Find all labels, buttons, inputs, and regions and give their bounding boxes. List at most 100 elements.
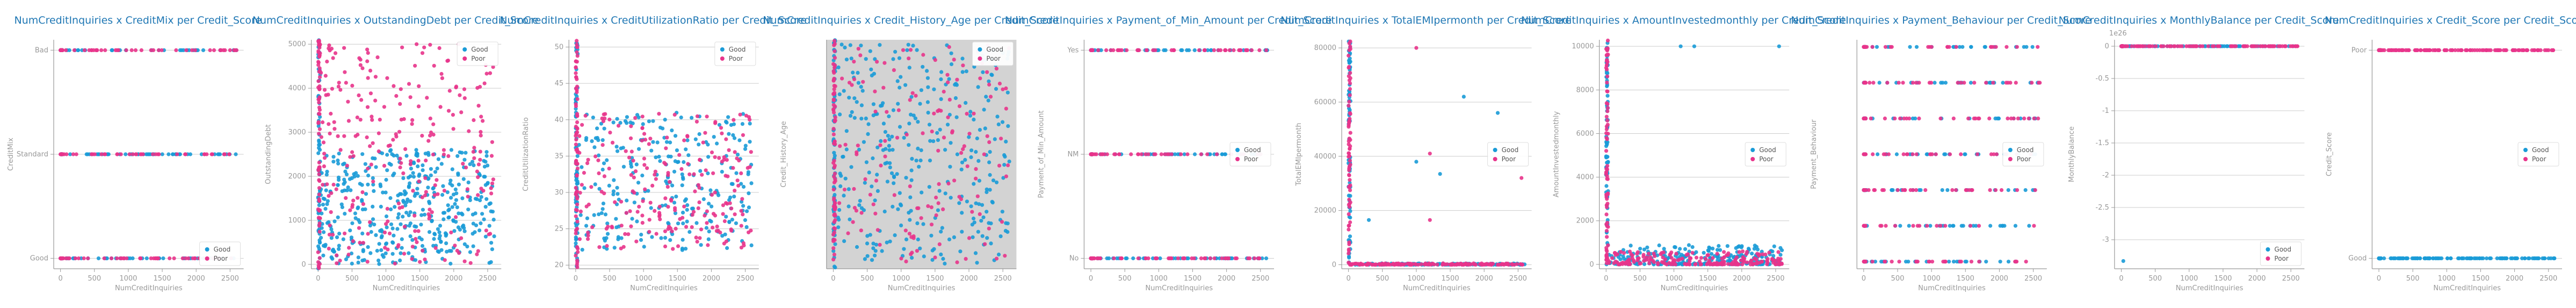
scatter-point-poor <box>1171 48 1176 52</box>
scatter-point-good <box>341 237 345 241</box>
scatter-point-good <box>349 235 354 240</box>
scatter-point-poor <box>74 152 78 156</box>
scatter-point-poor <box>684 225 689 229</box>
scatter-point-poor <box>1902 188 1907 192</box>
scatter-point-good <box>859 117 864 121</box>
legend-marker-good <box>1235 148 1240 152</box>
scatter-point-poor <box>1125 48 1129 52</box>
scatter-point-poor <box>1882 152 1886 156</box>
scatter-point-good <box>393 205 397 209</box>
scatter-point-poor <box>357 93 361 97</box>
scatter-point-poor <box>402 225 407 229</box>
scatter-point-poor <box>1715 252 1719 256</box>
scatter-point-poor <box>724 137 728 141</box>
x-tick-label: 0 <box>316 275 320 283</box>
scatter-point-good <box>444 232 448 237</box>
y-axis-label: Credit_Score <box>2325 132 2333 176</box>
scatter-point-poor <box>1779 261 1784 266</box>
scatter-point-poor <box>2130 44 2134 48</box>
scatter-point-poor <box>385 76 389 80</box>
scatter-point-poor <box>619 246 623 250</box>
scatter-point-poor <box>316 260 321 264</box>
scatter-point-poor <box>317 105 322 110</box>
scatter-point-poor <box>686 162 690 166</box>
scatter-point-poor <box>1605 102 1610 106</box>
y-tick-label: -0.5 <box>2095 75 2109 83</box>
scatter-point-poor <box>982 152 986 156</box>
scatter-point-poor <box>642 132 647 136</box>
scatter-point-poor <box>947 97 952 102</box>
scatter-point-poor <box>831 107 836 111</box>
scatter-point-poor <box>361 241 365 245</box>
scatter-point-good <box>1678 247 1682 251</box>
scatter-point-good <box>445 190 450 195</box>
scatter-point-poor <box>1731 260 1735 264</box>
scatter-point-poor <box>1890 260 1894 264</box>
scatter-point-poor <box>462 259 467 263</box>
scatter-point-poor <box>679 167 684 171</box>
scatter-point-good <box>981 215 986 219</box>
scatter-point-poor <box>733 150 737 154</box>
scatter-point-poor <box>453 243 457 248</box>
scatter-point-poor <box>398 165 402 170</box>
scatter-point-poor <box>674 226 678 231</box>
scatter-point-good <box>1960 45 1965 49</box>
scatter-point-good <box>672 200 677 205</box>
scatter-point-good <box>491 218 496 222</box>
scatter-point-good <box>682 160 686 164</box>
scatter-point-good <box>580 165 584 169</box>
scatter-point-poor <box>454 84 459 89</box>
scatter-point-poor <box>852 187 856 191</box>
scatter-point-poor <box>399 117 403 122</box>
scatter-point-poor <box>1145 48 1149 52</box>
scatter-point-poor <box>1870 260 1875 264</box>
scatter-point-good <box>976 230 980 234</box>
scatter-point-good <box>1984 260 1988 264</box>
scatter-point-good <box>441 184 445 188</box>
scatter-point-poor <box>623 232 627 236</box>
scatter-point-good <box>395 227 400 231</box>
scatter-point-good <box>636 147 641 151</box>
scatter-point-poor <box>2198 44 2203 48</box>
scatter-point-good <box>1963 152 1967 156</box>
scatter-point-poor <box>73 256 77 261</box>
x-tick-label: 500 <box>1633 275 1647 283</box>
scatter-point-poor <box>1604 228 1609 233</box>
scatter-point-good <box>679 115 683 120</box>
scatter-point-poor <box>322 156 327 160</box>
scatter-point-poor <box>978 76 982 81</box>
scatter-point-good <box>160 152 164 156</box>
scatter-point-good <box>991 178 996 183</box>
scatter-point-good <box>898 125 902 129</box>
scatter-point-poor <box>1605 235 1609 239</box>
scatter-point-good <box>407 213 411 218</box>
y-offset-text: 1e26 <box>2109 30 2127 38</box>
scatter-point-good <box>729 182 734 186</box>
scatter-point-poor <box>1706 253 1710 257</box>
scatter-point-good <box>384 214 389 219</box>
scatter-point-poor <box>475 169 480 174</box>
scatter-point-poor <box>476 249 480 253</box>
scatter-point-poor <box>1948 152 1952 156</box>
scatter-point-poor <box>2027 116 2031 120</box>
scatter-point-poor <box>871 202 875 206</box>
scatter-point-good <box>661 126 665 131</box>
scatter-point-poor <box>351 198 356 203</box>
scatter-point-poor <box>186 256 191 261</box>
scatter-point-poor <box>1929 45 1934 49</box>
scatter-point-poor <box>2234 44 2238 48</box>
scatter-point-poor <box>1347 168 1351 173</box>
scatter-point-poor <box>365 105 370 109</box>
scatter-point-poor <box>1934 152 1938 156</box>
scatter-point-poor <box>115 152 120 156</box>
scatter-point-good <box>1158 256 1162 261</box>
legend-label-poor: Poor <box>2017 155 2031 163</box>
scatter-point-good <box>843 45 847 49</box>
scatter-point-poor <box>641 199 645 203</box>
scatter-point-poor <box>72 48 77 52</box>
scatter-point-poor <box>739 209 743 213</box>
scatter-point-good <box>371 204 375 209</box>
x-axis-label: NumCreditInquiries <box>373 284 440 292</box>
scatter-point-good <box>354 171 358 175</box>
scatter-point-poor <box>369 162 373 167</box>
